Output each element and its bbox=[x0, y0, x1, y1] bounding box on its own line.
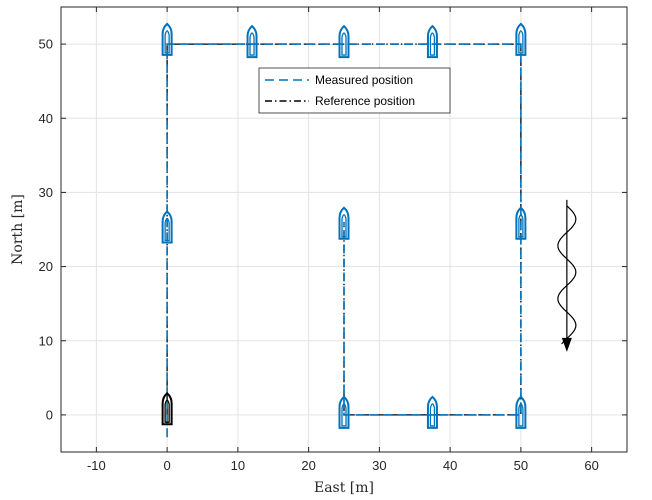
vessel-marker bbox=[246, 24, 258, 59]
legend-label-measured: Measured position bbox=[315, 73, 413, 87]
legend-box bbox=[258, 67, 451, 114]
vessel-marker-inner bbox=[164, 217, 170, 242]
y-tick-label: 10 bbox=[39, 333, 53, 348]
vessel-marker bbox=[338, 395, 350, 429]
vessel-marker-inner bbox=[429, 403, 436, 427]
vessel-marker bbox=[426, 24, 438, 59]
vessel-marker-inner bbox=[164, 30, 170, 54]
x-tick-label: 40 bbox=[443, 458, 457, 473]
vessel-marker bbox=[515, 22, 527, 56]
vessel-marker-inner bbox=[518, 30, 524, 54]
x-axis-label: East [m] bbox=[314, 480, 374, 496]
legend: Measured position Reference position bbox=[258, 67, 451, 114]
vessel-marker-inner bbox=[249, 32, 255, 56]
vessel-markers bbox=[161, 22, 527, 429]
y-tick-label: 30 bbox=[39, 185, 53, 200]
x-tick-label: 10 bbox=[231, 458, 245, 473]
x-tick-label: 20 bbox=[301, 458, 315, 473]
x-tick-label: 50 bbox=[514, 458, 528, 473]
vessel-marker bbox=[338, 24, 350, 59]
vessel-marker-inner bbox=[518, 403, 524, 427]
vessel-marker bbox=[161, 22, 173, 56]
vessel-marker-inner bbox=[341, 32, 347, 56]
vessel-marker bbox=[161, 391, 173, 426]
vessel-marker-inner bbox=[341, 403, 347, 427]
x-tick-label: 0 bbox=[164, 458, 171, 473]
vessel-marker bbox=[161, 210, 173, 244]
axis-ticks: -10 0 10 20 30 40 50 60 0 10 20 30 40 50 bbox=[39, 7, 627, 473]
x-tick-label: 30 bbox=[372, 458, 386, 473]
y-axis-label: North [m] bbox=[10, 194, 26, 265]
vessel-marker-inner bbox=[164, 399, 170, 423]
y-tick-label: 40 bbox=[39, 111, 53, 126]
vessel-marker-inner bbox=[518, 214, 524, 238]
series-reference-position bbox=[166, 43, 522, 416]
y-tick-label: 0 bbox=[46, 407, 53, 422]
vessel-marker-inner bbox=[341, 214, 347, 238]
y-tick-label: 20 bbox=[39, 259, 53, 274]
x-tick-label: 60 bbox=[584, 458, 598, 473]
wave-arrow-head bbox=[561, 337, 572, 352]
series-layer bbox=[166, 43, 522, 438]
wave-annotation bbox=[557, 199, 577, 352]
vessel-marker bbox=[426, 395, 438, 429]
legend-label-reference: Reference position bbox=[315, 94, 415, 108]
wave-sine-curve bbox=[557, 205, 577, 345]
vessel-marker bbox=[338, 206, 350, 240]
vessel-marker bbox=[515, 395, 527, 429]
x-tick-label: -10 bbox=[87, 458, 106, 473]
y-tick-label: 50 bbox=[39, 37, 53, 52]
vessel-marker-inner bbox=[429, 32, 436, 56]
series-measured-position bbox=[166, 43, 522, 438]
vessel-marker bbox=[515, 206, 527, 240]
plot-frame bbox=[60, 6, 628, 453]
